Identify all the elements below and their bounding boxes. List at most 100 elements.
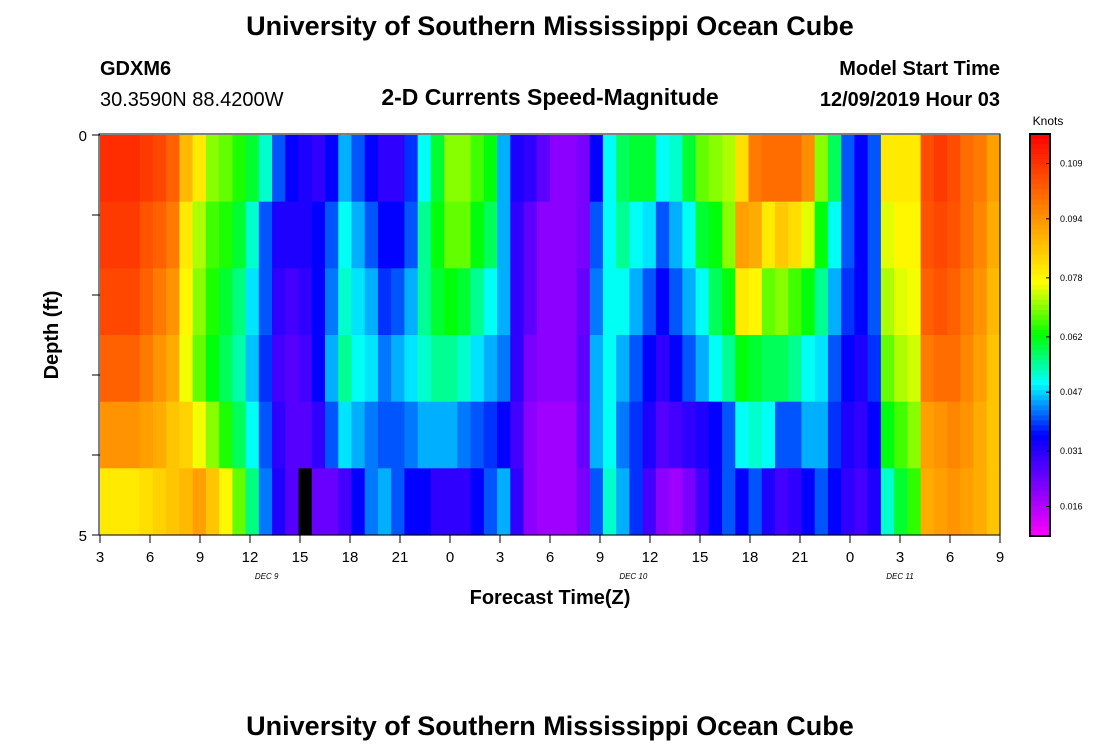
heatmap-cell bbox=[920, 335, 935, 403]
colorbar-segment bbox=[1030, 229, 1050, 236]
heatmap-cell bbox=[219, 135, 233, 203]
heatmap-cell bbox=[775, 135, 789, 203]
heatmap-cell bbox=[245, 335, 260, 403]
heatmap-cell bbox=[814, 135, 829, 203]
heatmap-cell bbox=[775, 201, 789, 269]
heatmap-cell bbox=[775, 401, 789, 469]
heatmap-cell bbox=[655, 401, 670, 469]
heatmap-cell bbox=[285, 335, 300, 403]
colorbar-segment bbox=[1030, 294, 1050, 301]
heatmap-cell bbox=[497, 401, 511, 469]
heatmap-cell bbox=[523, 268, 538, 336]
heatmap-cell bbox=[457, 335, 472, 403]
heatmap-cell bbox=[179, 335, 194, 403]
heatmap-cell bbox=[232, 335, 247, 403]
heatmap-cell bbox=[735, 468, 750, 536]
colorbar-segment bbox=[1030, 219, 1050, 226]
heatmap-cell bbox=[311, 401, 326, 469]
x-tick-label: 3 bbox=[496, 549, 504, 566]
heatmap-cell bbox=[801, 135, 816, 203]
colorbar-segment bbox=[1030, 465, 1050, 472]
colorbar-segment bbox=[1030, 279, 1050, 286]
heatmap-cell bbox=[113, 401, 128, 469]
heatmap-cell bbox=[152, 468, 167, 536]
heatmap-cell bbox=[589, 268, 604, 336]
colorbar-segment bbox=[1030, 164, 1050, 170]
heatmap-cell bbox=[933, 401, 948, 469]
heatmap-cell bbox=[788, 468, 803, 536]
heatmap-cell bbox=[894, 135, 908, 203]
heatmap-cell bbox=[576, 268, 591, 336]
heatmap-cell bbox=[377, 335, 392, 403]
colorbar-segment bbox=[1030, 199, 1050, 205]
heatmap-cell bbox=[629, 335, 644, 403]
colorbar-segment bbox=[1030, 184, 1050, 190]
heatmap-cell bbox=[841, 268, 856, 336]
heatmap-cell bbox=[550, 201, 564, 269]
heatmap-cell bbox=[986, 335, 1001, 403]
heatmap-cell bbox=[258, 268, 273, 336]
colorbar-segment bbox=[1030, 179, 1050, 185]
heatmap-cell bbox=[827, 401, 842, 469]
heatmap-cell bbox=[801, 201, 816, 269]
heatmap-cell bbox=[563, 468, 578, 536]
heatmap-cell bbox=[589, 335, 604, 403]
heatmap-cell bbox=[907, 468, 922, 536]
heatmap-cell bbox=[973, 268, 988, 336]
heatmap-cell bbox=[285, 401, 300, 469]
heatmap-cell bbox=[285, 268, 300, 336]
x-day-label: DEC 10 bbox=[619, 572, 648, 581]
heatmap-cell bbox=[258, 468, 273, 536]
heatmap-cell bbox=[113, 201, 128, 269]
colorbar-segment bbox=[1030, 154, 1050, 160]
heatmap-cell bbox=[205, 468, 220, 536]
heatmap-cell bbox=[338, 268, 353, 336]
colorbar-segment bbox=[1030, 490, 1050, 497]
heatmap-cell bbox=[642, 401, 657, 469]
heatmap-cell bbox=[947, 268, 961, 336]
heatmap-cell bbox=[179, 201, 194, 269]
heatmap-cell bbox=[629, 468, 644, 536]
heatmap-cell bbox=[179, 268, 194, 336]
heatmap-cell bbox=[100, 135, 114, 203]
colorbar-segment bbox=[1030, 345, 1050, 351]
colorbar-segment bbox=[1030, 395, 1050, 401]
colorbar-segment bbox=[1030, 500, 1050, 507]
colorbar-tick-label: 0.047 bbox=[1060, 387, 1083, 397]
heatmap-cell bbox=[417, 268, 432, 336]
heatmap-cell bbox=[457, 268, 472, 336]
x-tick-label: 12 bbox=[242, 549, 259, 566]
heatmap-cell bbox=[404, 135, 419, 203]
heatmap-cell bbox=[245, 401, 260, 469]
heatmap-cell bbox=[960, 468, 975, 536]
colorbar-segment bbox=[1030, 380, 1050, 386]
heatmap-cell bbox=[960, 335, 975, 403]
heatmap-cell bbox=[152, 401, 167, 469]
x-tick-label: 9 bbox=[196, 549, 204, 566]
heatmap-cell bbox=[139, 201, 154, 269]
heatmap-cell bbox=[126, 135, 141, 203]
heatmap-cell bbox=[735, 401, 750, 469]
y-tick-label: 5 bbox=[79, 528, 87, 545]
heatmap-cell bbox=[192, 135, 207, 203]
heatmap-cell bbox=[457, 401, 472, 469]
heatmap-cell bbox=[960, 268, 975, 336]
x-tick-label: 0 bbox=[846, 549, 854, 566]
colorbar-segment bbox=[1030, 239, 1050, 246]
heatmap-cell bbox=[126, 268, 141, 336]
heatmap-cell bbox=[391, 401, 406, 469]
colorbar-segment bbox=[1030, 400, 1050, 406]
heatmap-cell bbox=[761, 268, 776, 336]
heatmap-cell bbox=[841, 135, 856, 203]
heatmap-cell bbox=[444, 468, 458, 536]
heatmap-cell bbox=[748, 401, 763, 469]
heatmap-cell bbox=[867, 201, 882, 269]
colorbar-segment bbox=[1030, 450, 1050, 457]
heatmap-cell bbox=[576, 335, 591, 403]
heatmap-cell bbox=[113, 135, 128, 203]
heatmap-cell bbox=[536, 468, 551, 536]
heatmap-cell bbox=[272, 468, 286, 536]
colorbar-segment bbox=[1030, 425, 1050, 432]
heatmap-cell bbox=[100, 468, 114, 536]
